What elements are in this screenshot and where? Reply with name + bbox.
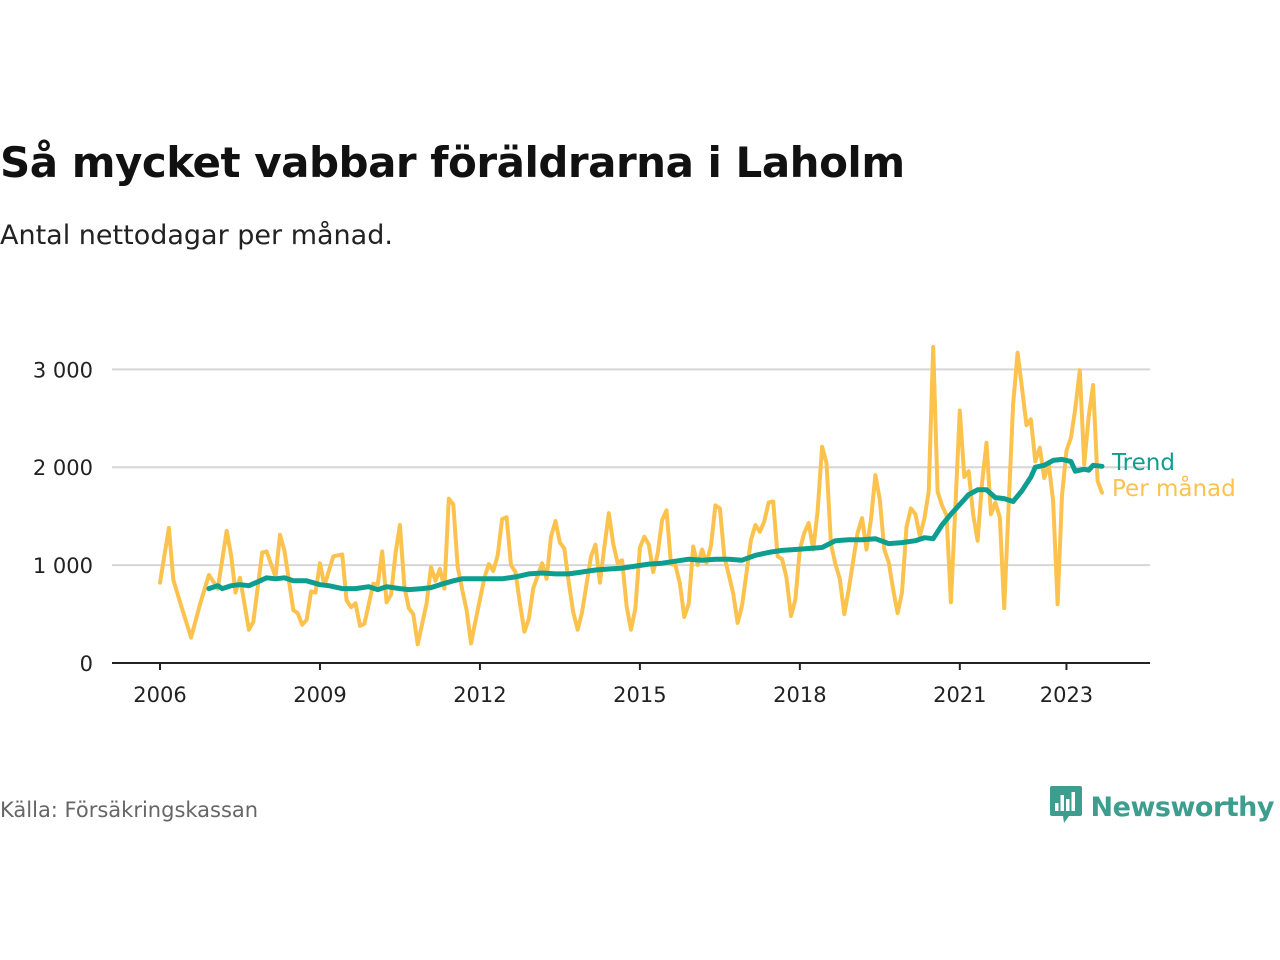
x-tick-label: 2006 (133, 683, 186, 707)
newsworthy-logo-icon (1049, 784, 1083, 830)
y-tick-label: 1 000 (33, 554, 93, 578)
grid-lines (112, 368, 1150, 567)
x-tick-label: 2012 (453, 683, 506, 707)
x-axis: 2006 2009 2012 2015 2018 2021 2023 (112, 662, 1150, 707)
x-tick-label: 2023 (1040, 683, 1093, 707)
chart-subtitle: Antal nettodagar per månad. (0, 220, 393, 251)
brand-logo[interactable]: Newsworthy (1049, 784, 1275, 830)
y-tick-label: 2 000 (33, 456, 93, 480)
y-axis: 0 1 000 2 000 3 000 (33, 358, 93, 676)
legend-label: Per månad (1112, 474, 1236, 502)
y-tick-label: 0 (80, 652, 93, 676)
chart-title: Så mycket vabbar föräldrarna i Laholm (0, 138, 905, 187)
brand-name: Newsworthy (1090, 791, 1275, 823)
series-line-1 (206, 456, 1105, 593)
series-lines (158, 344, 1105, 647)
x-tick-label: 2018 (773, 683, 826, 707)
y-tick-label: 3 000 (33, 358, 93, 382)
line-chart: 0 1 000 2 000 3 000 2006 2009 2012 2015 2018 202… (33, 344, 1236, 707)
x-tick-label: 2015 (613, 683, 666, 707)
series-line-0 (158, 344, 1104, 647)
x-tick-label: 2021 (933, 683, 986, 707)
x-tick-label: 2009 (293, 683, 346, 707)
source-note: Källa: Försäkringskassan (0, 798, 259, 822)
legend-label: Trend (1111, 450, 1175, 476)
